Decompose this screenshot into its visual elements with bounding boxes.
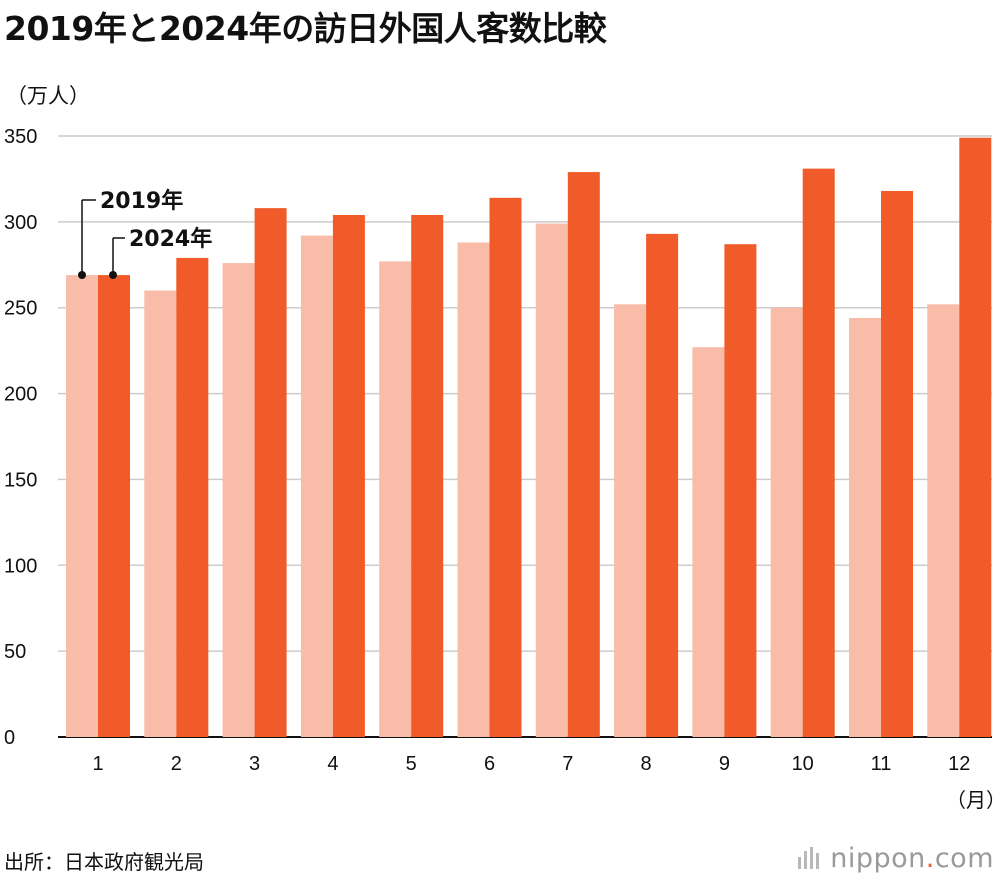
x-axis-unit-label: （月） bbox=[946, 788, 1000, 812]
legend-dot-2019年 bbox=[78, 271, 86, 279]
x-tick-labels: 1 2 3 4 5 6 7 8 9 10 11 12 bbox=[92, 753, 970, 775]
source-note: 出所：日本政府観光局 bbox=[4, 850, 204, 874]
bar-2024年-4 bbox=[332, 214, 365, 737]
logo-wordmark: nippon.com bbox=[830, 843, 994, 874]
gridlines bbox=[58, 135, 992, 738]
bar-2019年-5 bbox=[379, 261, 412, 737]
y-tick-label: 100 bbox=[4, 555, 37, 577]
x-tick-label: 7 bbox=[562, 753, 573, 775]
bar-2024年-2 bbox=[176, 257, 209, 737]
bar-2024年-5 bbox=[411, 214, 444, 737]
logo-dot: . bbox=[925, 842, 935, 874]
bar-2019年-1 bbox=[66, 275, 98, 737]
bar-2024年-1 bbox=[98, 275, 130, 737]
bar-2019年-3 bbox=[222, 263, 255, 737]
x-tick-label: 10 bbox=[792, 753, 814, 775]
bar-2024年-10 bbox=[802, 168, 835, 737]
bar-2024年-6 bbox=[489, 197, 522, 737]
x-tick-label: 2 bbox=[171, 753, 182, 775]
bar-2024年-9 bbox=[724, 244, 757, 737]
bar-2024年-3 bbox=[254, 208, 287, 737]
bar-2019年-6 bbox=[457, 242, 490, 737]
legend: 2019年 2024年 bbox=[78, 188, 212, 279]
logo-bars-icon bbox=[798, 847, 822, 869]
logo-main: nippon bbox=[830, 842, 926, 874]
y-tick-label: 350 bbox=[4, 126, 37, 148]
y-tick-label: 200 bbox=[4, 384, 37, 406]
nippon-logo[interactable]: nippon.com bbox=[798, 840, 994, 876]
x-tick-label: 11 bbox=[871, 753, 892, 775]
bar-2024年-12 bbox=[959, 137, 992, 737]
chart-title: 2019年と2024年の訪日外国人客数比較 bbox=[4, 9, 607, 48]
x-tick-label: 8 bbox=[641, 753, 652, 775]
x-tick-label: 6 bbox=[484, 753, 495, 775]
bar-2024年-11 bbox=[881, 190, 913, 737]
bar-2019年-9 bbox=[692, 347, 725, 737]
legend-label: 2019年 bbox=[100, 188, 183, 214]
y-tick-label: 0 bbox=[4, 727, 15, 749]
legend-label: 2024年 bbox=[129, 226, 212, 252]
logo-suffix: com bbox=[934, 842, 994, 874]
y-tick-label: 150 bbox=[4, 469, 37, 491]
x-tick-label: 9 bbox=[719, 753, 730, 775]
bar-2019年-2 bbox=[144, 290, 177, 737]
y-tick-label: 300 bbox=[4, 212, 37, 234]
bar-2019年-7 bbox=[535, 223, 568, 737]
bar-2024年-8 bbox=[646, 233, 679, 737]
bar-2019年-4 bbox=[300, 235, 333, 737]
x-tick-label: 3 bbox=[249, 753, 260, 775]
x-tick-label: 12 bbox=[948, 753, 970, 775]
bars bbox=[66, 137, 992, 737]
bar-2019年-11 bbox=[849, 318, 881, 737]
bar-2019年-8 bbox=[614, 304, 647, 737]
y-tick-labels: 0 50 100 150 200 250 300 350 bbox=[4, 126, 37, 749]
y-axis-unit-label: （万人） bbox=[6, 84, 90, 108]
bar-2024年-7 bbox=[567, 172, 600, 737]
x-tick-label: 1 bbox=[92, 753, 103, 775]
x-tick-label: 4 bbox=[327, 753, 338, 775]
y-tick-label: 50 bbox=[4, 641, 26, 663]
bar-2019年-12 bbox=[927, 304, 960, 737]
legend-dot-2024年 bbox=[109, 271, 117, 279]
x-tick-label: 5 bbox=[406, 753, 417, 775]
bar-2019年-10 bbox=[770, 307, 803, 737]
y-tick-label: 250 bbox=[4, 298, 37, 320]
